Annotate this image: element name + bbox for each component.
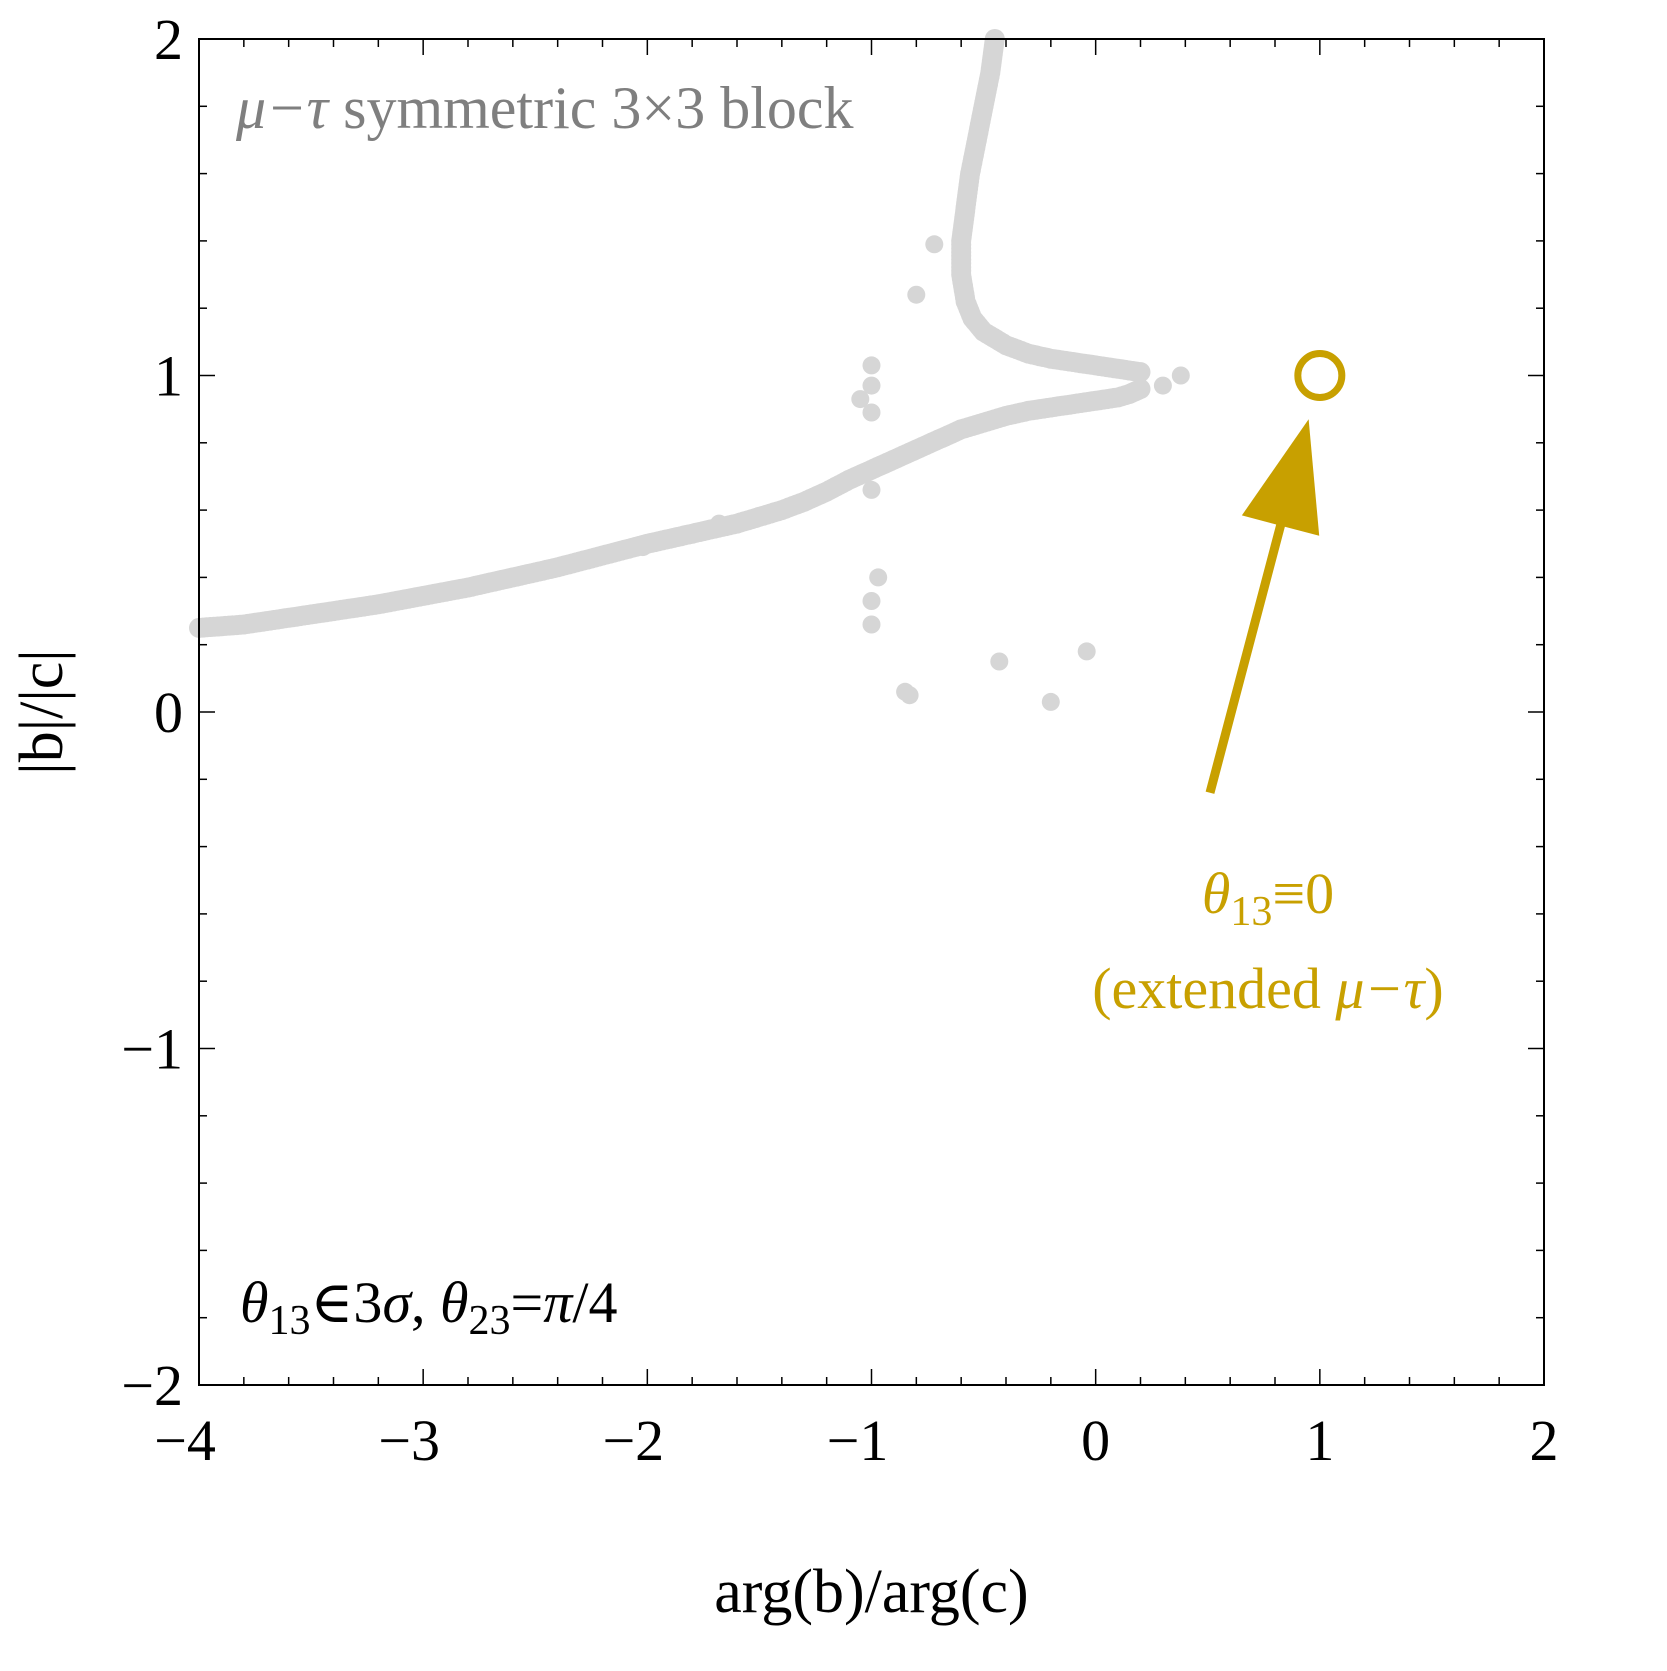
- annotation-part: σ: [382, 1270, 413, 1335]
- condition-annotation: θ13∈3σ, θ23=π/4: [240, 1270, 617, 1344]
- data-point: [862, 592, 881, 610]
- x-tick-label: −1: [827, 1408, 889, 1473]
- data-point: [900, 686, 919, 705]
- data-point: [907, 285, 926, 304]
- annotation-part: 23: [469, 1298, 511, 1344]
- y-tick-label: 2: [154, 7, 183, 72]
- x-tick-label: 0: [1081, 1408, 1110, 1473]
- x-axis-label: arg(b)/arg(c): [714, 1558, 1028, 1626]
- data-point: [862, 376, 881, 395]
- data-point: [862, 480, 881, 499]
- annotation-part: =: [511, 1270, 544, 1335]
- data-point: [1153, 376, 1172, 395]
- marker-annotation-line2: (extended μ−τ): [1092, 956, 1444, 1021]
- annotation-part: π: [543, 1270, 574, 1335]
- x-tick-label: 2: [1530, 1408, 1559, 1473]
- ticks-layer: [198, 38, 1545, 1386]
- data-point: [1171, 366, 1190, 385]
- data-layer: [189, 29, 1190, 711]
- data-point: [1130, 379, 1151, 399]
- labels-layer: −4 −3 −2 −1 0 1 2 −2 −1 0 1 2: [121, 7, 1558, 1473]
- title-mu-tau: μ−τ: [235, 75, 331, 141]
- annotation-part: ,: [411, 1270, 440, 1335]
- data-point: [869, 568, 888, 587]
- marker-annotation-line1: θ13≡0: [1202, 861, 1334, 935]
- annotation-part: 13: [269, 1298, 311, 1344]
- y-axis-label: |b|/|c|: [8, 649, 76, 774]
- y-tick-label: 0: [154, 680, 183, 745]
- annotation-part: ): [1424, 956, 1443, 1021]
- annotation-part: ∈3: [311, 1270, 383, 1335]
- x-tick-label: −2: [602, 1408, 664, 1473]
- annotation-part: /4: [572, 1270, 617, 1335]
- y-tick-label: −2: [121, 1353, 183, 1418]
- data-point: [1041, 692, 1060, 711]
- y-tick-label: 1: [154, 344, 183, 409]
- data-point: [633, 538, 652, 557]
- annotation-part: θ: [440, 1270, 469, 1335]
- data-point: [710, 514, 729, 533]
- x-tick-label: −4: [154, 1408, 216, 1473]
- arrow-head: [1241, 419, 1320, 536]
- title-rest: symmetric 3×3 block: [328, 75, 853, 141]
- x-tick-label: −3: [378, 1408, 440, 1473]
- annotation-part: θ: [1202, 861, 1231, 926]
- data-point: [862, 356, 881, 375]
- x-tick-label: 1: [1305, 1408, 1334, 1473]
- annotation-part: 13: [1230, 889, 1272, 935]
- data-point: [1077, 642, 1096, 661]
- arrow-shaft: [1205, 519, 1287, 794]
- annotation-part: θ: [240, 1270, 269, 1335]
- data-point: [925, 235, 944, 254]
- annotation-part: μ−τ: [1334, 956, 1426, 1021]
- title-annotation: μ−τ symmetric 3×3 block: [235, 75, 854, 141]
- data-point: [862, 615, 881, 634]
- highlight-circle-marker: [1294, 350, 1346, 401]
- data-point: [862, 403, 881, 422]
- annotation-part: (extended: [1092, 956, 1335, 1021]
- annotation-part: ≡0: [1272, 861, 1334, 926]
- data-point: [851, 390, 870, 409]
- data-point: [990, 652, 1009, 671]
- y-tick-label: −1: [121, 1017, 183, 1082]
